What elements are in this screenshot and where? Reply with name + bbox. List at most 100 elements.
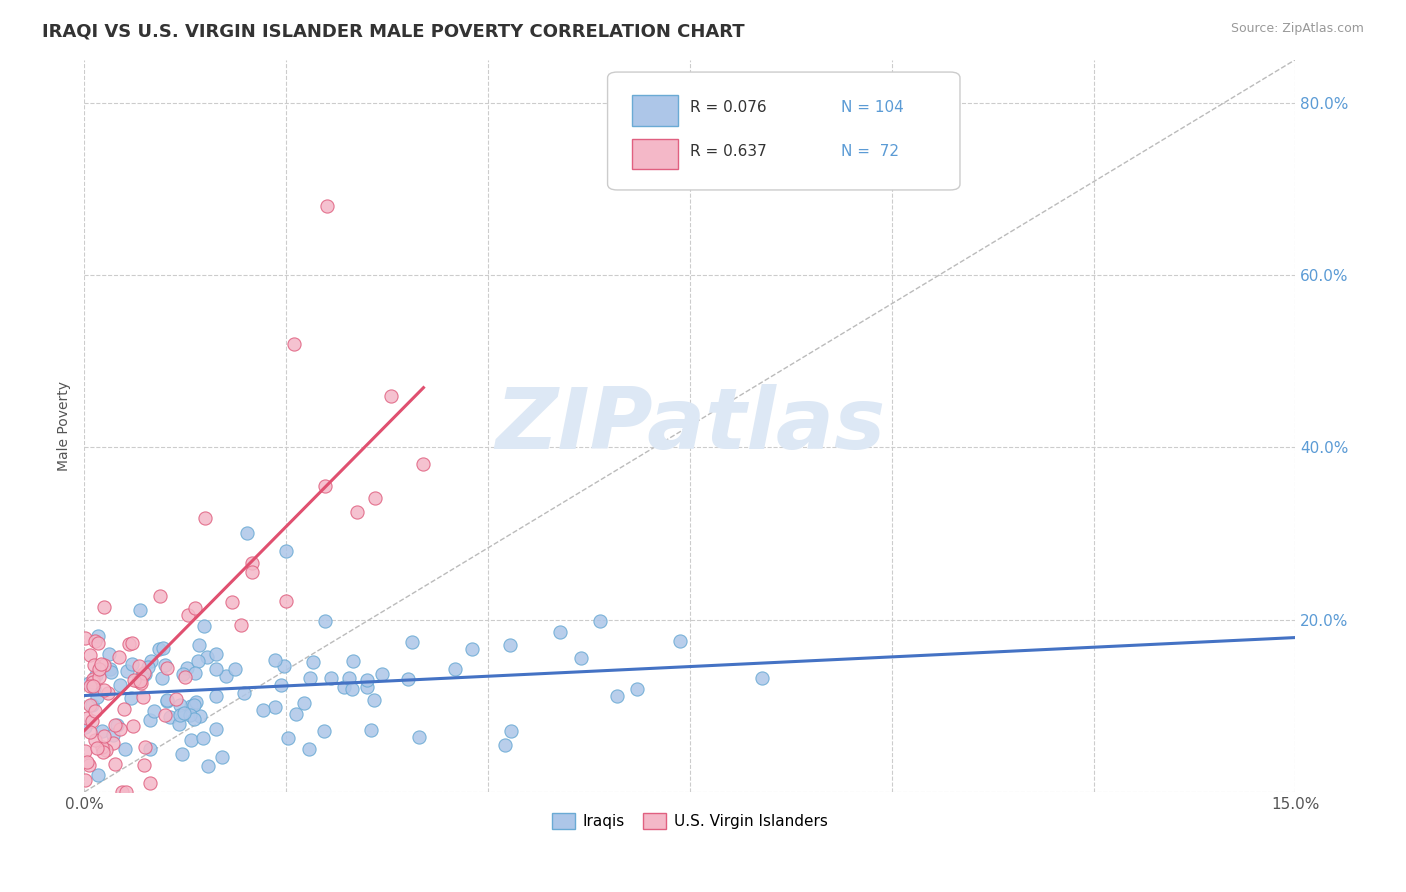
Point [134, 667, 156, 681]
Point [82, 672, 104, 686]
Point [283, 337, 305, 351]
Point [494, 738, 516, 752]
Point [98, 662, 121, 676]
Point [232, 686, 254, 700]
Point [589, 614, 612, 628]
Point [131, 670, 153, 684]
Point [121, 657, 143, 671]
Point [79, 679, 101, 693]
Point [115, 664, 138, 678]
Point [184, 665, 207, 680]
Point [371, 667, 394, 681]
Point [93, 658, 115, 673]
Point [380, 389, 402, 403]
Point [112, 701, 135, 715]
Point [86, 690, 108, 705]
Point [499, 638, 522, 652]
Text: N = 104: N = 104 [841, 100, 904, 115]
Point [240, 565, 263, 579]
Point [170, 747, 193, 762]
Point [176, 661, 198, 675]
Point [131, 690, 153, 704]
Point [606, 689, 628, 703]
Text: R = 0.637: R = 0.637 [690, 144, 766, 159]
Point [364, 491, 387, 506]
Point [205, 722, 228, 736]
Point [191, 731, 214, 746]
Point [73, 720, 96, 734]
Point [79, 698, 101, 712]
Point [77, 676, 100, 690]
Point [129, 673, 152, 688]
Point [128, 603, 150, 617]
Point [143, 705, 166, 719]
Point [87, 629, 110, 643]
Point [169, 708, 191, 723]
Point [240, 556, 263, 570]
Point [93, 600, 115, 615]
Point [86, 740, 108, 755]
Point [114, 742, 136, 756]
Point [127, 673, 149, 688]
Point [139, 742, 162, 756]
Point [204, 647, 226, 661]
Point [315, 199, 337, 213]
Point [221, 595, 243, 609]
Point [97, 686, 120, 700]
Point [87, 670, 110, 684]
Point [333, 680, 356, 694]
Y-axis label: Male Poverty: Male Poverty [58, 381, 72, 471]
Point [169, 698, 191, 713]
Point [214, 669, 236, 683]
Point [87, 636, 110, 650]
Point [108, 678, 131, 692]
Point [159, 710, 181, 724]
Point [75, 772, 97, 787]
Point [83, 658, 105, 673]
Point [252, 703, 274, 717]
Point [91, 739, 114, 754]
Point [121, 635, 143, 649]
Point [90, 657, 112, 671]
Point [152, 641, 174, 656]
Point [356, 680, 378, 694]
Point [90, 724, 112, 739]
Point [186, 695, 208, 709]
Point [115, 785, 138, 799]
Point [84, 705, 107, 719]
Point [211, 750, 233, 764]
Point [83, 634, 105, 648]
Point [501, 724, 523, 739]
Point [340, 681, 363, 696]
Point [153, 708, 176, 723]
Point [273, 659, 295, 673]
Point [263, 699, 285, 714]
Point [194, 511, 217, 525]
Point [89, 662, 111, 676]
Point [118, 637, 141, 651]
Point [129, 675, 152, 690]
Point [319, 671, 342, 685]
Point [314, 614, 336, 628]
Point [136, 660, 159, 674]
Point [104, 757, 127, 772]
Point [141, 654, 163, 668]
Point [83, 681, 105, 695]
Point [120, 690, 142, 705]
Point [79, 648, 101, 662]
Point [73, 631, 96, 645]
Point [155, 658, 177, 673]
Point [292, 696, 315, 710]
Point [180, 699, 202, 714]
Point [188, 709, 211, 723]
Point [122, 673, 145, 688]
Point [172, 667, 194, 681]
Point [82, 679, 104, 693]
Point [173, 670, 195, 684]
Point [277, 731, 299, 746]
Point [82, 714, 104, 728]
Point [75, 744, 97, 758]
Point [122, 719, 145, 733]
Point [571, 650, 593, 665]
Point [342, 654, 364, 668]
